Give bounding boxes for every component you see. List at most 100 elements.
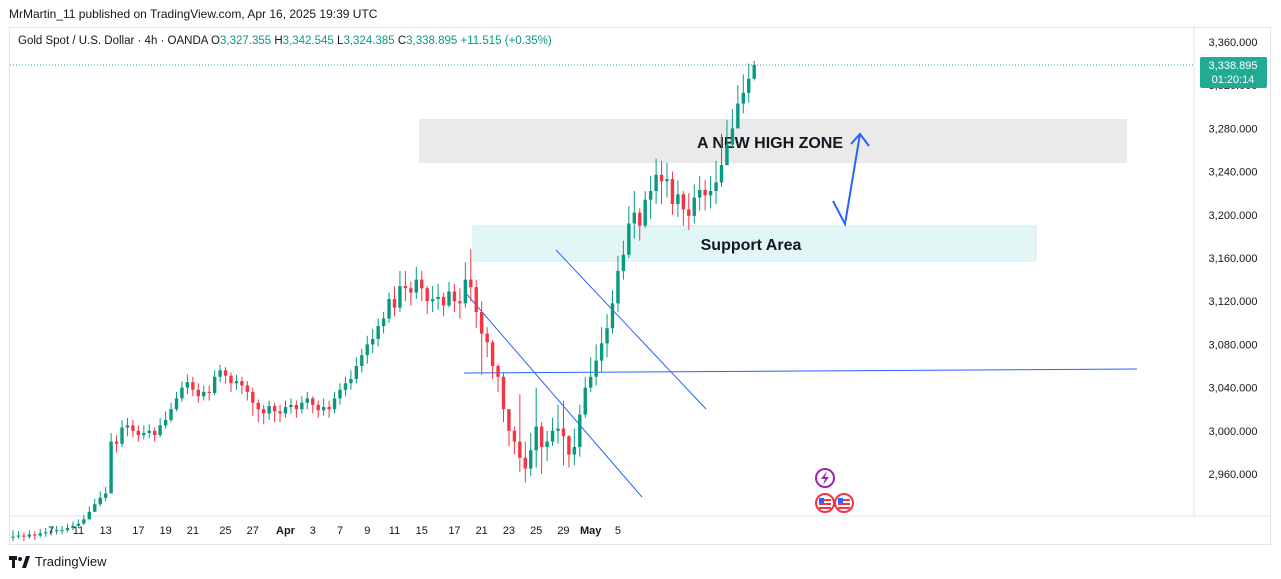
tradingview-logo-icon [9,555,30,568]
close-value: 3,338.895 [406,35,458,47]
support-area-label: Support Area [701,237,802,254]
candle-body [627,223,631,255]
candle-body [33,534,37,536]
candle-body [752,64,756,79]
candle-body [158,425,162,436]
time-tick-label: May [580,525,602,537]
candle-body [229,375,233,384]
candle-body [714,182,718,192]
channel-line-upper[interactable] [555,249,707,410]
candle-body [458,301,462,304]
candle-body [327,407,331,410]
time-tick-label: 7 [48,525,54,537]
candle-body [436,296,440,300]
candle-body [398,286,402,308]
candle-body [365,344,369,356]
candle-body [49,531,53,533]
candle-body [316,404,320,411]
candle-body [163,420,168,426]
horizontal-ray[interactable] [463,368,1138,374]
price-tick-label: 3,280.000 [1209,123,1258,135]
candle-body [583,387,587,415]
time-tick-label: 9 [364,525,370,537]
projection-arrowhead [850,132,870,147]
candle-body [599,343,604,361]
candle-body [294,404,299,410]
candle-body [120,427,124,444]
us-economic-event-icon[interactable] [815,493,835,513]
change-value: +11.515 (+0.35%) [460,35,552,47]
candle-body [414,279,418,293]
symbol-legend: Gold Spot / U.S. Dollar · 4h · OANDA O3,… [18,35,552,47]
candle-body [311,398,315,405]
candle-body [545,441,549,447]
candle-body [38,533,42,536]
candle-body [76,523,81,526]
candle-body [441,296,446,306]
time-tick-label: 19 [159,525,171,537]
candle-body [578,414,582,447]
candle-body [136,430,141,436]
us-economic-event-icon-2[interactable] [834,493,854,513]
candle-body [262,409,266,414]
candle-body [196,389,200,397]
candle-body [44,532,48,534]
candle-body [610,303,615,329]
price-tick-label: 3,240.000 [1209,167,1258,179]
candle-body [142,432,146,436]
candle-body [267,405,271,414]
price-tick-label: 3,200.000 [1209,210,1258,222]
price-tick-label: 3,080.000 [1209,339,1258,351]
candle-body [321,407,326,411]
candle-body [730,128,735,145]
candle-body [272,405,277,412]
candle-body [65,528,70,531]
close-key: C [397,35,407,47]
candle-body [534,426,538,451]
time-tick-label: 15 [416,525,428,537]
candle-body [681,194,686,210]
projection-path[interactable] [832,133,861,228]
candle-body [687,209,691,216]
candle-body [174,398,179,410]
price-tick-label: 3,160.000 [1209,253,1258,265]
time-tick-label: 25 [219,525,231,537]
candle-body [349,378,353,384]
candle-body [594,360,598,377]
time-axis: 7 11 13 17 19 21 25 27 Apr 3 7 9 11 15 17 21 23 25 29 May 5 [48,525,621,537]
candle-body [725,144,729,166]
candle-body [665,179,669,182]
candle-body [507,409,511,431]
candle-body [605,328,609,344]
candle-body [425,288,429,302]
time-tick-label: 11 [73,525,84,537]
candle-body [698,189,702,198]
time-tick-label: 21 [476,525,488,537]
channel-line-lower[interactable] [463,290,643,498]
candle-body [60,530,64,532]
symbol-name[interactable]: Gold Spot / U.S. Dollar · 4h · OANDA [18,35,208,47]
low-key: L [337,35,344,47]
price-tag-countdown: 01:20:14 [1212,74,1255,86]
high-zone-label: A NEW HIGH ZONE [697,135,843,152]
support-area-box[interactable] [472,225,1037,262]
candle-body [496,366,500,377]
price-tag [1200,57,1267,88]
candle-body [670,179,675,204]
candle-body [202,391,206,397]
tradingview-brand[interactable]: TradingView [9,554,107,569]
candle-body [114,441,119,444]
lightning-icon [821,471,829,485]
candle-body [240,381,244,386]
candle-body [452,291,457,302]
candle-body [392,299,397,308]
time-tick-label: 13 [100,525,112,537]
high-zone-box[interactable] [419,119,1127,163]
time-tick-label: 29 [557,525,569,537]
publisher-caption: MrMartin_11 published on TradingView.com… [9,7,378,21]
candle-body [490,342,495,366]
candle-body [485,333,489,343]
candle-body [474,287,478,312]
candle-body [420,279,424,289]
